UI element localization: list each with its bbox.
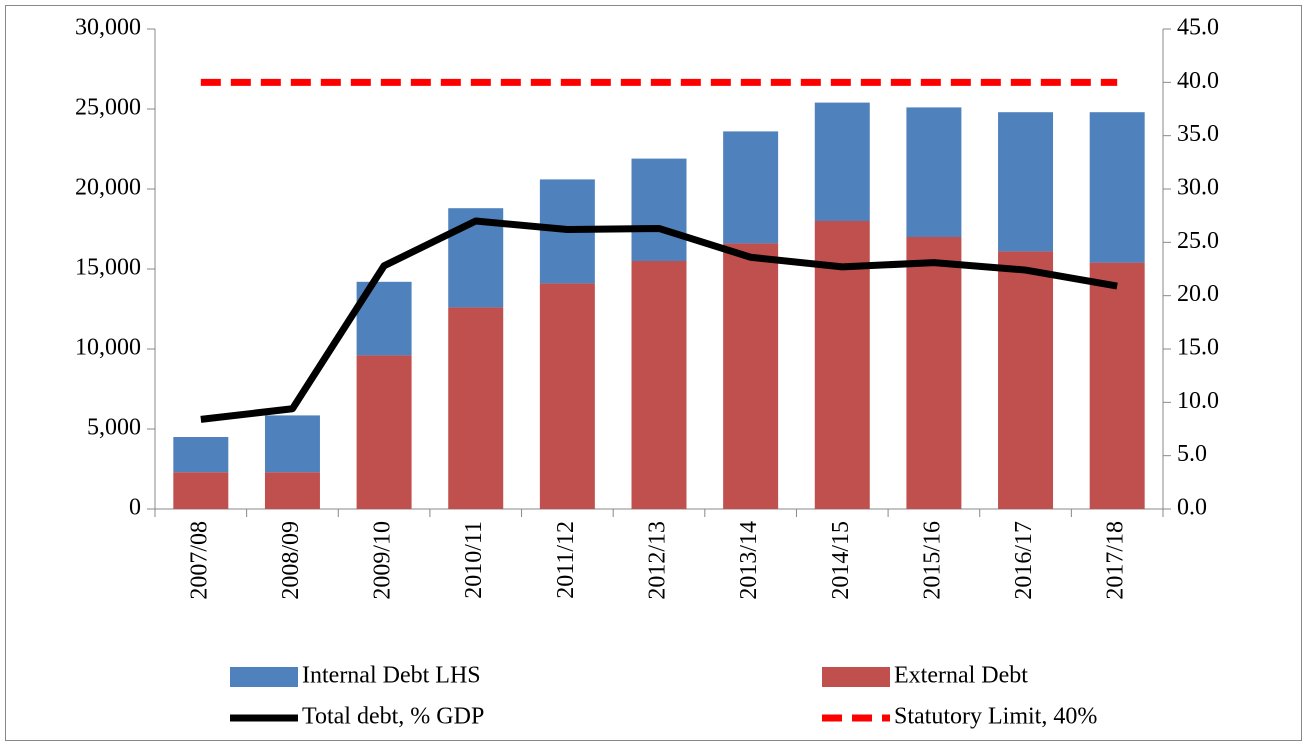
bar	[264, 415, 320, 473]
line	[200, 217, 1118, 423]
bar	[448, 307, 504, 509]
x-tick-label: 2013/14	[736, 521, 762, 600]
y-tick-label: 10,000	[75, 335, 141, 361]
bar	[173, 472, 229, 509]
x-tick-label: 2008/09	[278, 521, 304, 600]
bar	[1089, 262, 1145, 509]
y2-tick-label: 20.0	[1177, 281, 1219, 307]
y2-tick-label: 0.0	[1177, 495, 1207, 521]
y2-tick-label: 45.0	[1177, 15, 1219, 41]
bar	[1089, 112, 1145, 263]
y-tick-label: 5,000	[87, 415, 141, 441]
bar	[998, 112, 1054, 252]
legend-swatch	[822, 667, 890, 687]
y2-tick-label: 30.0	[1177, 175, 1219, 201]
legend-label: Statutory Limit, 40%	[894, 704, 1097, 730]
legend-swatch	[230, 667, 298, 687]
legend-label: Total debt, % GDP	[302, 704, 484, 730]
y2-tick-label: 25.0	[1177, 228, 1219, 254]
x-tick-label: 2015/16	[919, 521, 945, 600]
bar	[998, 251, 1054, 509]
x-tick-label: 2010/11	[461, 521, 487, 599]
x-tick-label: 2017/18	[1103, 521, 1129, 600]
bar	[539, 283, 595, 509]
y-tick-label: 25,000	[75, 95, 141, 121]
bar	[814, 102, 870, 221]
bar	[356, 355, 412, 509]
bar	[906, 237, 962, 509]
x-tick-label: 2012/13	[645, 521, 671, 600]
x-tick-label: 2014/15	[828, 521, 854, 600]
y2-tick-label: 40.0	[1177, 68, 1219, 94]
y-tick-label: 30,000	[75, 15, 141, 41]
bar	[723, 131, 779, 244]
bar	[264, 472, 320, 509]
bar	[723, 243, 779, 509]
y-tick-label: 20,000	[75, 175, 141, 201]
y2-tick-label: 10.0	[1177, 388, 1219, 414]
y-tick-label: 0	[129, 495, 141, 521]
x-tick-label: 2016/17	[1011, 521, 1037, 600]
legend-label: Internal Debt LHS	[302, 663, 481, 689]
x-tick-label: 2009/10	[370, 521, 396, 600]
bar	[631, 261, 687, 509]
bar	[631, 158, 687, 261]
bar	[173, 437, 229, 473]
y2-tick-label: 15.0	[1177, 335, 1219, 361]
legend-label: External Debt	[894, 663, 1028, 689]
y2-tick-label: 5.0	[1177, 441, 1207, 467]
y-tick-label: 15,000	[75, 255, 141, 281]
y2-tick-label: 35.0	[1177, 121, 1219, 147]
bar	[906, 107, 962, 238]
x-tick-label: 2011/12	[553, 521, 579, 599]
x-tick-label: 2007/08	[186, 521, 212, 600]
